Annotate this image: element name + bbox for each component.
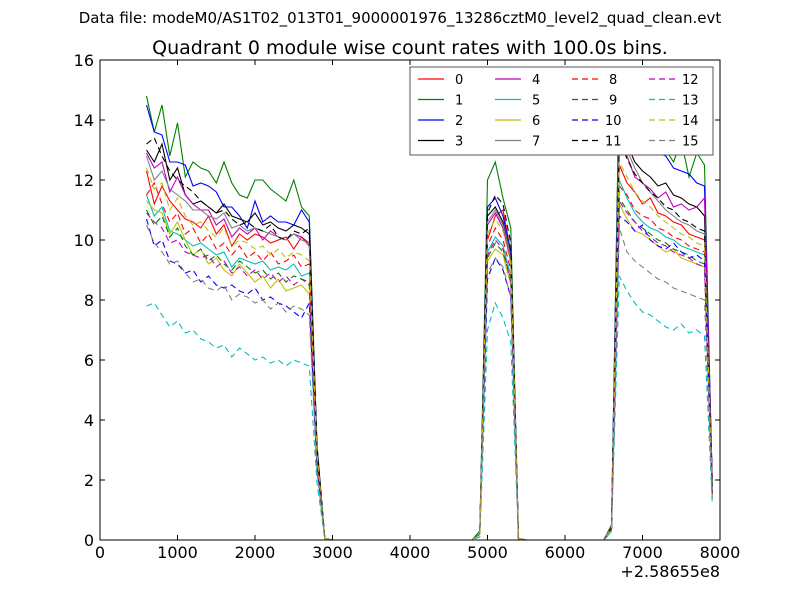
- legend-label-12: 12: [682, 73, 699, 88]
- series-line-10: [145, 214, 713, 540]
- x-tick-label: 3000: [312, 543, 353, 562]
- legend-label-14: 14: [682, 114, 699, 129]
- x-tick-label: 6000: [545, 543, 586, 562]
- series-line-13: [146, 275, 713, 540]
- x-axis-offset-label: +2.58655e8: [620, 562, 720, 581]
- y-tick-label: 14: [74, 111, 94, 130]
- y-tick-label: 10: [74, 231, 94, 250]
- legend-label-13: 13: [682, 94, 699, 109]
- legend-label-8: 8: [609, 73, 617, 88]
- series-line-5: [145, 179, 713, 540]
- legend-label-10: 10: [605, 114, 622, 129]
- series-line-15: [145, 224, 713, 540]
- series-line-11: [146, 137, 713, 540]
- chart-title: Quadrant 0 module wise count rates with …: [152, 37, 668, 59]
- series-line-9: [146, 196, 713, 540]
- x-tick-label: 2000: [235, 543, 276, 562]
- y-tick-label: 16: [74, 51, 94, 70]
- x-tick-label: 0: [95, 543, 105, 562]
- series-line-0: [145, 164, 713, 540]
- x-tick-label: 5000: [467, 543, 508, 562]
- legend-label-0: 0: [455, 73, 463, 88]
- series-line-12: [146, 199, 713, 540]
- y-tick-label: 8: [84, 291, 94, 310]
- plot-area: 0 1000 2000 3000 4000 5000 6000 7000 8000 0 2 4 6 8 1…: [74, 51, 741, 581]
- y-tick-label: 4: [84, 411, 94, 430]
- legend-label-5: 5: [532, 94, 540, 109]
- y-tick-label: 2: [84, 471, 94, 490]
- y-tick-label: 6: [84, 351, 94, 370]
- legend-label-15: 15: [682, 135, 699, 150]
- x-axis: 0 1000 2000 3000 4000 5000 6000 7000 8000: [95, 60, 740, 562]
- legend-label-9: 9: [609, 94, 617, 109]
- legend-label-6: 6: [532, 114, 540, 129]
- legend-label-4: 4: [532, 73, 540, 88]
- x-tick-label: 1000: [157, 543, 198, 562]
- series-line-8: [146, 181, 713, 540]
- legend-label-3: 3: [455, 135, 463, 150]
- series-line-14: [145, 161, 713, 540]
- x-tick-label: 7000: [622, 543, 663, 562]
- legend-label-7: 7: [532, 135, 540, 150]
- figure-suptitle: Data file: modeM0/AS1T02_013T01_90000019…: [79, 9, 722, 28]
- series-layer: [145, 74, 713, 540]
- legend-label-2: 2: [455, 114, 463, 129]
- y-tick-label: 0: [84, 531, 94, 550]
- x-tick-label: 8000: [700, 543, 741, 562]
- x-tick-label: 4000: [390, 543, 431, 562]
- legend-label-11: 11: [605, 135, 622, 150]
- legend-label-1: 1: [455, 94, 463, 109]
- y-tick-label: 12: [74, 171, 94, 190]
